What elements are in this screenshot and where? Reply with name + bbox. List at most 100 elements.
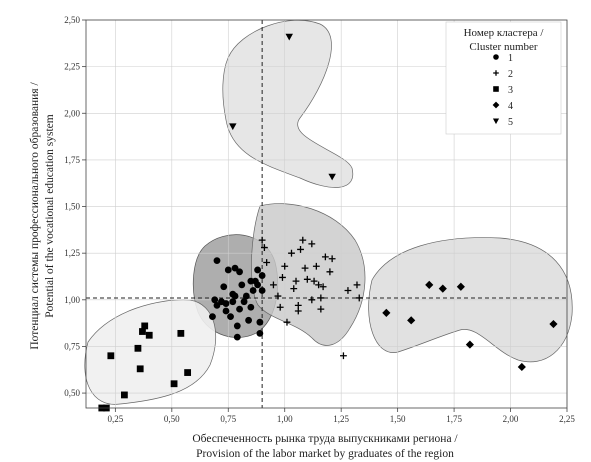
legend-marker-3 bbox=[493, 86, 499, 92]
reference-lines bbox=[86, 20, 567, 408]
legend-marker-4 bbox=[492, 101, 500, 109]
x-tick-label-8: 2,25 bbox=[559, 414, 575, 424]
legend-box bbox=[445, 21, 562, 135]
cluster-1-point-12 bbox=[233, 333, 241, 341]
cluster-1-point-30 bbox=[229, 290, 237, 298]
cluster-4-point-7 bbox=[549, 319, 558, 329]
cluster-2-point-17 bbox=[308, 296, 316, 304]
cluster-3-point-2 bbox=[107, 352, 115, 360]
cluster-2-point-4 bbox=[274, 292, 282, 300]
legend-label-2: 2 bbox=[508, 69, 513, 80]
plot-frame bbox=[85, 19, 568, 409]
x-tick-label-5: 1,50 bbox=[390, 414, 406, 424]
cluster-1-point-20 bbox=[247, 303, 255, 311]
cluster-2-point-25 bbox=[328, 255, 336, 263]
cluster-2-point-15 bbox=[301, 264, 309, 272]
cluster-1-point-18 bbox=[242, 292, 250, 300]
cluster-2-point-7 bbox=[281, 262, 289, 270]
x-axis-title-line-1: Обеспеченность рынка труда выпускниками … bbox=[192, 433, 458, 445]
x-tick-label-4: 1,25 bbox=[333, 414, 349, 424]
cluster-1-point-25 bbox=[254, 266, 262, 274]
cluster-2-point-19 bbox=[312, 262, 320, 270]
cluster-2-point-10 bbox=[292, 277, 300, 285]
legend-label-4: 4 bbox=[508, 101, 513, 112]
cluster-2-point-5 bbox=[276, 303, 284, 311]
legend-label-3: 3 bbox=[508, 85, 513, 96]
cluster-2-point-27 bbox=[344, 287, 352, 294]
cluster-2-point-3 bbox=[270, 281, 277, 289]
cluster-3-point-7 bbox=[141, 322, 149, 330]
cluster-2-point-2 bbox=[263, 259, 271, 266]
cluster-4-point-1 bbox=[407, 316, 416, 325]
cluster-4-point-6 bbox=[517, 362, 526, 372]
cluster-1-point-7 bbox=[224, 266, 232, 274]
legend-marker-1 bbox=[493, 54, 499, 60]
cluster-1-point-6 bbox=[222, 307, 230, 315]
x-tick-label-6: 1,75 bbox=[446, 414, 462, 424]
cluster-4-point-4 bbox=[456, 282, 465, 291]
cluster-3-point-11 bbox=[184, 369, 192, 376]
cluster-2-point-9 bbox=[288, 249, 295, 257]
cluster-3-point-3 bbox=[120, 391, 128, 399]
x-tick-label-1: 0,50 bbox=[164, 414, 180, 424]
y-axis-title-line-1: Потенциал системы профессионального обра… bbox=[29, 82, 41, 350]
cluster-3-point-5 bbox=[136, 365, 144, 373]
cluster-5-point-1 bbox=[285, 33, 293, 41]
cluster-1-point-22 bbox=[249, 287, 257, 294]
y-tick-label-1: 0,75 bbox=[64, 341, 80, 351]
cluster-1-point-24 bbox=[254, 281, 262, 289]
y-axis-title-line-2: Potential of the vocational education sy… bbox=[44, 114, 56, 317]
cluster-3-hull bbox=[84, 299, 217, 405]
cluster-2-point-31 bbox=[310, 277, 318, 285]
cluster-2-point-32 bbox=[290, 285, 298, 293]
x-tick-label-2: 0,75 bbox=[220, 414, 236, 424]
y-tick-label-0: 0,50 bbox=[64, 388, 80, 398]
cluster-2-point-26 bbox=[340, 352, 347, 360]
legend-label-1: 1 bbox=[508, 53, 513, 64]
cluster-1-point-27 bbox=[256, 318, 264, 326]
cluster-3-point-10 bbox=[177, 329, 185, 337]
legend-title-line-2: Cluster number bbox=[469, 41, 537, 53]
cluster-5-hull bbox=[222, 19, 354, 188]
cluster-2-point-23 bbox=[321, 253, 329, 261]
cluster-2-point-0 bbox=[258, 236, 266, 244]
legend-marker-5 bbox=[492, 118, 500, 125]
cluster-1-point-15 bbox=[236, 268, 243, 276]
cluster-2-point-16 bbox=[303, 275, 311, 283]
cluster-1-point-19 bbox=[245, 316, 252, 324]
cluster-1-point-9 bbox=[229, 298, 237, 306]
cluster-1-point-16 bbox=[238, 281, 246, 289]
cluster-1-point-14 bbox=[236, 305, 243, 313]
cluster-1-point-11 bbox=[231, 264, 239, 272]
cluster-2-point-20 bbox=[315, 281, 322, 289]
cluster-1-point-2 bbox=[213, 302, 221, 309]
cluster-2-point-30 bbox=[319, 283, 327, 291]
cluster-1-point-31 bbox=[222, 300, 230, 307]
y-tick-label-5: 1,75 bbox=[64, 155, 80, 165]
cluster-4-point-2 bbox=[425, 280, 434, 289]
cluster-1-point-8 bbox=[227, 313, 234, 320]
x-tick-label-7: 2,00 bbox=[503, 414, 519, 424]
cluster-1-point-26 bbox=[256, 329, 264, 337]
y-tick-label-6: 2,00 bbox=[64, 108, 80, 118]
cluster-2-point-21 bbox=[317, 305, 325, 313]
cluster-3-point-9 bbox=[170, 380, 178, 388]
y-tick-label-8: 2,50 bbox=[64, 15, 80, 25]
y-tick-label-7: 2,25 bbox=[64, 62, 80, 72]
cluster-3-point-4 bbox=[134, 344, 142, 352]
cluster-1-point-5 bbox=[220, 283, 228, 291]
cluster-2-point-12 bbox=[294, 307, 302, 315]
cluster-2-point-18 bbox=[308, 240, 316, 248]
x-tick-label-3: 1,00 bbox=[277, 414, 293, 424]
cluster-1-point-0 bbox=[209, 313, 216, 320]
cluster-2-point-8 bbox=[283, 318, 291, 326]
cluster-2-point-24 bbox=[326, 268, 334, 276]
legend-title-line-1: Номер кластера / bbox=[464, 27, 545, 39]
y-tick-label-2: 1,00 bbox=[64, 295, 80, 305]
cluster-2-hull bbox=[251, 203, 366, 346]
cluster-1-point-1 bbox=[211, 296, 219, 304]
axis-ticks: 0,25 0,50 0,75 1,00 1,25 1,50 1,75 2,00 2,25 0,50… bbox=[64, 15, 575, 424]
cluster-5-point-0 bbox=[229, 123, 237, 131]
